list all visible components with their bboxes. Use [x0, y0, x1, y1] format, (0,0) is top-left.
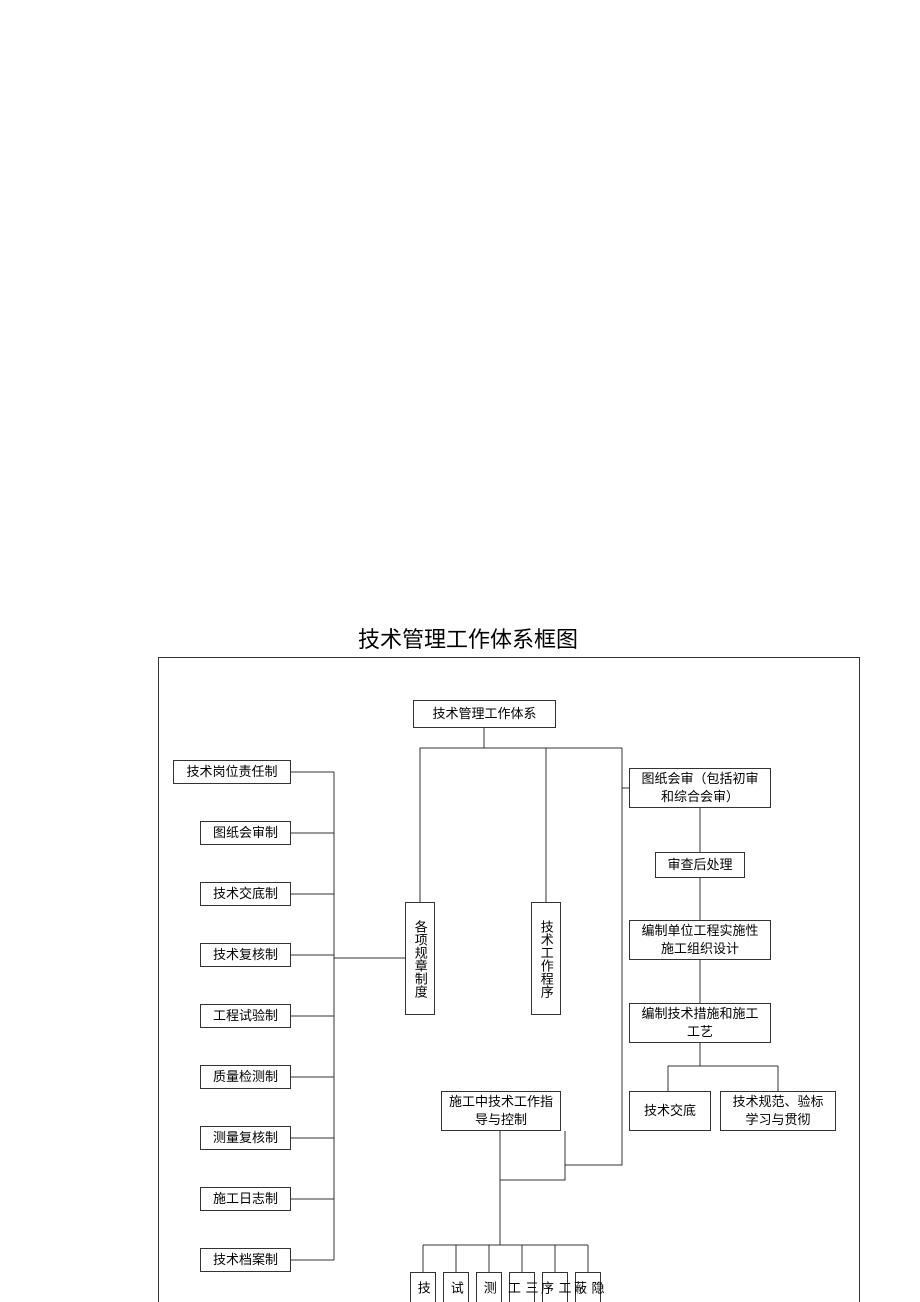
node-left8: 施工日志制: [200, 1187, 291, 1211]
node-left6: 质量检测制: [200, 1065, 291, 1089]
node-r2: 审查后处理: [655, 852, 745, 878]
node-c4: 三工: [509, 1272, 535, 1302]
node-c3: 测: [476, 1272, 502, 1302]
node-r5b: 技术规范、验标学习与贯彻: [720, 1091, 836, 1131]
node-mid_right: 技术工作程序: [531, 902, 561, 1015]
node-left9: 技术档案制: [200, 1248, 291, 1272]
node-c2: 试: [443, 1272, 469, 1302]
node-left7: 测量复核制: [200, 1126, 291, 1150]
node-r3: 编制单位工程实施性施工组织设计: [629, 920, 771, 960]
node-left1: 技术岗位责任制: [173, 760, 291, 784]
node-r1: 图纸会审（包括初审和综合会审）: [629, 768, 771, 808]
node-left5: 工程试验制: [200, 1004, 291, 1028]
node-left3: 技术交底制: [200, 882, 291, 906]
node-c1: 技: [410, 1272, 436, 1302]
node-c6: 隐蔽: [575, 1272, 601, 1302]
node-root: 技术管理工作体系: [413, 700, 556, 728]
diagram-title: 技术管理工作体系框图: [358, 622, 578, 654]
node-mid_left: 各项规章制度: [405, 902, 435, 1015]
node-left2: 图纸会审制: [200, 821, 291, 845]
node-r5a: 技术交底: [629, 1091, 711, 1131]
node-left4: 技术复核制: [200, 943, 291, 967]
node-ctrl: 施工中技术工作指导与控制: [441, 1091, 561, 1131]
node-r4: 编制技术措施和施工工艺: [629, 1003, 771, 1043]
node-c5: 工序: [542, 1272, 568, 1302]
